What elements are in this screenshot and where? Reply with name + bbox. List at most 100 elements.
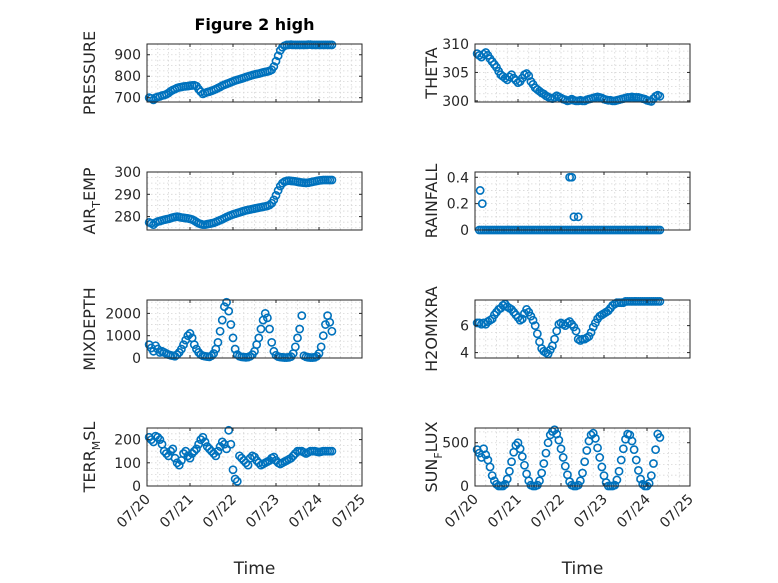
axes-box [474,299,691,359]
x-tick-label: 07/22 [200,492,240,532]
data-point [318,331,328,341]
y-axis-label: H2OMIXRA [422,286,441,372]
x-tick-label: 07/25 [329,492,369,532]
x-axis-label-left: Time [233,559,276,579]
data-point [204,444,214,454]
x-tick-label: 07/20 [114,492,154,532]
y-axis-label: AIRTEMP [80,167,103,234]
data-point [260,308,270,318]
data-point [655,296,665,306]
data-point [532,329,542,339]
data-point [200,437,210,447]
data-point [515,444,525,454]
data-point [567,172,577,182]
y-axis-label: RAINFALL [422,164,441,239]
data-point [290,342,300,352]
data-point [198,432,208,442]
data-point [226,439,236,449]
data-point [571,326,581,336]
data-point [226,320,236,329]
data-point [217,315,227,325]
subplot-air-temp: 280 290 300 AIRTEMP [80,165,363,235]
axes-box [146,299,363,359]
y-tick-label: 700 [114,91,141,107]
subplot-rainfall: 0 0.2 0.4 RAINFALL [422,164,691,239]
data-point [530,321,540,331]
x-tick-label: 07/21 [157,492,197,532]
data-point [528,315,538,325]
data-point [222,444,231,454]
figure-title: Figure 2 high [195,15,315,34]
series-markers [472,296,665,359]
data-point [535,476,544,486]
subplot-mixdepth: 0 1000 2000 MIXDEPTH [80,287,363,371]
x-tick-label: 07/22 [528,492,568,532]
data-point [644,479,654,488]
y-tick-label: 900 [114,48,141,64]
data-point [558,453,568,462]
data-point [543,438,553,448]
data-point [235,451,244,461]
data-point [271,56,281,66]
data-point [327,40,337,50]
series-markers [472,48,665,106]
data-point [207,351,216,361]
subplot-sun-flux: 0 500 07/20 07/21 07/22 07/23 07/24 07/25 SUNFLU… [422,421,697,531]
data-point [293,333,302,343]
subplot-terr-msl: 0 100 200 07/20 07/21 07/22 07/23 07/24 07/25 TER… [80,422,369,532]
y-tick-label: 0.2 [447,197,469,213]
data-point [560,461,570,471]
data-point [316,342,326,352]
data-point [507,457,516,467]
data-point [629,445,639,455]
data-point [288,451,298,461]
data-point [196,435,206,444]
data-point [245,351,255,361]
data-point [614,466,624,476]
y-tick-label: 0 [132,479,141,495]
y-tick-label: 6 [460,319,469,335]
series-markers [144,175,337,230]
data-point [595,453,605,462]
data-point [179,340,188,350]
data-point [269,195,279,205]
data-point [228,465,238,475]
y-tick-label: 280 [114,210,141,226]
subplot-pressure: 700 800 900 PRESSURE [80,31,363,115]
data-point [504,72,514,82]
axes-box [146,171,363,231]
data-point [183,331,193,341]
data-point [273,186,283,195]
data-point [189,340,199,350]
data-point [477,199,487,209]
data-point [612,475,622,485]
y-axis-label: SUNFLUX [422,421,445,492]
data-point [325,317,335,327]
data-point [522,69,531,78]
series-markers [144,425,337,486]
y-tick-label: 2000 [105,306,141,322]
y-tick-label: 1000 [105,329,141,345]
y-tick-label: 100 [114,456,141,472]
data-point [475,186,485,195]
y-tick-label: 0.4 [447,170,469,186]
data-point [327,326,337,336]
data-point [655,433,665,442]
data-point [230,474,240,484]
data-point [209,349,219,358]
data-point [185,329,195,338]
data-point [500,73,510,83]
y-tick-label: 0 [460,479,469,495]
y-axis-label: MIXDEPTH [80,287,99,370]
data-point [166,446,176,456]
y-tick-label: 300 [442,94,469,110]
data-point [487,471,497,481]
data-point [192,444,201,454]
data-point [295,324,305,334]
series-markers [472,425,665,491]
axes-box [474,171,691,231]
data-point [273,51,283,61]
data-point [224,306,234,316]
